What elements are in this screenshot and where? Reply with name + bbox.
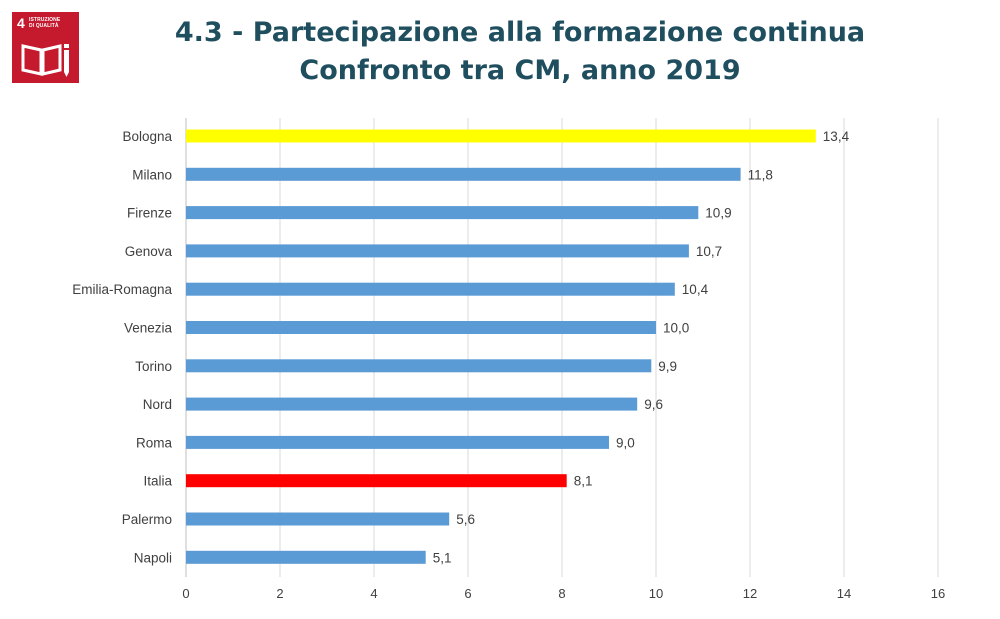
bar: [186, 321, 656, 334]
data-label: 9,9: [658, 359, 677, 374]
x-tick-label: 2: [276, 586, 283, 601]
x-tick-label: 14: [837, 586, 851, 601]
chart-title-line1: 4.3 - Partecipazione alla formazione con…: [174, 17, 866, 48]
data-label: 9,0: [616, 435, 635, 450]
data-label: 9,6: [644, 397, 663, 412]
bar: [186, 129, 816, 143]
sdg-label: ISTRUZIONE DI QUALITÀ: [29, 17, 75, 29]
chart-title: 4.3 - Partecipazione alla formazione con…: [90, 14, 950, 90]
bar: [186, 550, 426, 564]
data-label: 10,7: [696, 244, 722, 259]
bar: [186, 512, 450, 526]
x-tick-label: 6: [464, 586, 471, 601]
category-label: Genova: [125, 244, 173, 259]
category-label: Bologna: [122, 129, 172, 144]
bar: [186, 167, 741, 181]
bar: [186, 359, 652, 373]
category-label: Napoli: [134, 550, 172, 565]
data-label: 11,8: [748, 167, 773, 182]
book-pencil-icon: [21, 44, 69, 77]
x-tick-label: 8: [558, 586, 565, 601]
category-label: Italia: [143, 474, 172, 489]
data-label: 13,4: [823, 129, 850, 144]
bar: [186, 282, 675, 296]
category-label: Milano: [132, 167, 172, 182]
category-label: Emilia-Romagna: [72, 282, 172, 297]
bar: [186, 474, 567, 488]
category-label: Roma: [136, 435, 173, 450]
x-tick-label: 16: [931, 586, 945, 601]
category-label: Nord: [143, 397, 172, 412]
category-label: Firenze: [127, 206, 172, 221]
x-tick-label: 10: [649, 586, 663, 601]
bar: [186, 244, 689, 258]
chart-title-line2: Confronto tra CM, anno 2019: [299, 55, 741, 86]
data-label: 5,1: [433, 550, 452, 565]
x-tick-label: 12: [743, 586, 757, 601]
bar: [186, 435, 609, 449]
bar: [186, 206, 699, 220]
x-tick-label: 0: [182, 586, 189, 601]
category-label: Venezia: [124, 321, 173, 336]
sdg-number: 4: [17, 15, 25, 31]
category-label: Palermo: [122, 512, 172, 527]
data-label: 10,9: [705, 206, 731, 221]
bar: [186, 397, 638, 411]
data-label: 5,6: [456, 512, 475, 527]
sdg-label-line1: ISTRUZIONE: [29, 17, 61, 23]
sdg-goal-badge: 4 ISTRUZIONE DI QUALITÀ: [12, 12, 79, 83]
x-tick-label: 4: [370, 586, 377, 601]
category-label: Torino: [135, 359, 172, 374]
data-label: 10,4: [682, 282, 709, 297]
data-label: 8,1: [574, 474, 593, 489]
data-label: 10,0: [663, 321, 689, 336]
sdg-label-line2: DI QUALITÀ: [29, 23, 59, 29]
